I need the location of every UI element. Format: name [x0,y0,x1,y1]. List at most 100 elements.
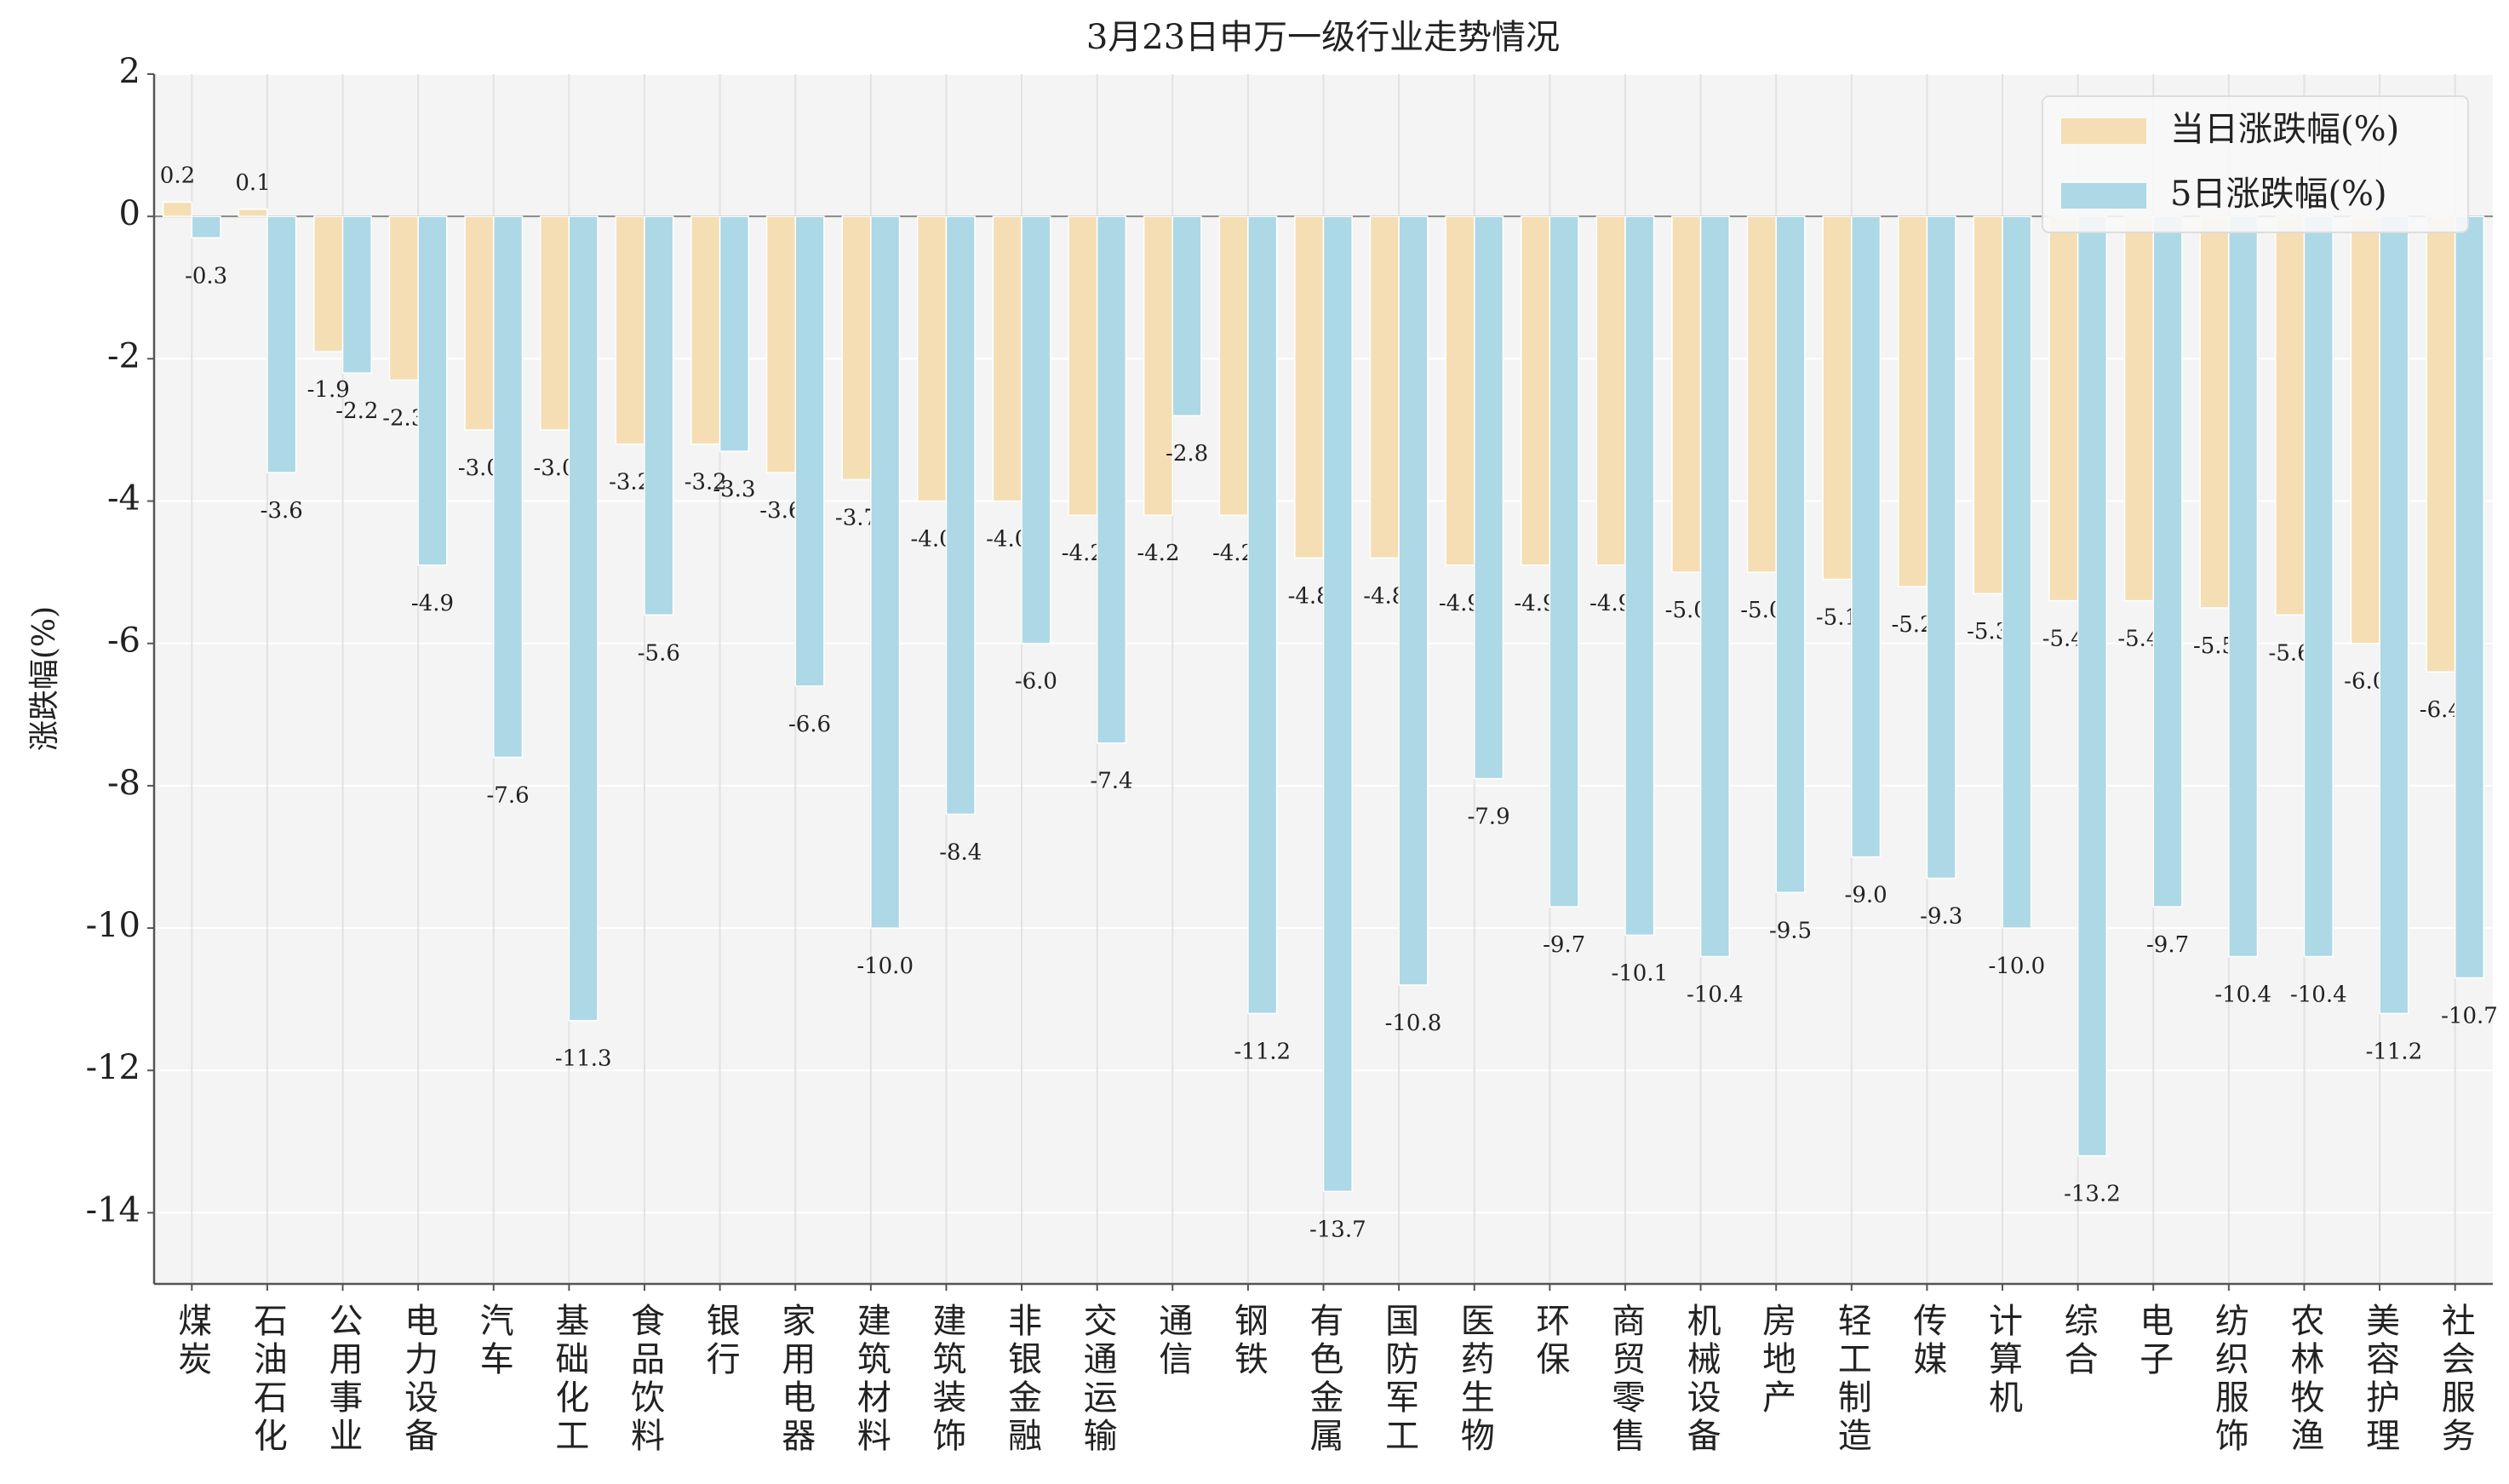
value-label: -10.7 [2441,1004,2498,1029]
x-tick-label: 计算机 [1983,1303,2022,1418]
x-tick-label: 非银金融 [1002,1303,1041,1456]
bar [2002,215,2032,929]
x-tick-label: 美容护理 [2360,1303,2399,1456]
value-label: -10.4 [2214,982,2271,1007]
legend-swatch [2061,183,2146,209]
value-label: -11.2 [2366,1039,2423,1064]
value-label: -10.0 [856,954,914,979]
y-tick-label: 2 [119,52,140,91]
y-tick-label: -8 [107,764,140,803]
bar [917,215,948,502]
bar [841,215,872,481]
legend-swatch [2061,118,2146,144]
y-tick-label: -6 [107,622,140,661]
bar [2350,215,2380,645]
bar [1520,215,1551,566]
bar [1143,215,1174,516]
x-tick-label: 轻工制造 [1832,1303,1871,1456]
bar [1549,215,1579,908]
value-label: -10.8 [1385,1011,1442,1036]
legend-box [2042,95,2469,233]
chart-title: 3月23日申万一级行业走势情况 [1086,18,1560,57]
bar [341,215,372,374]
bar [464,215,495,431]
x-tick-label: 食品饮料 [625,1303,665,1456]
bar [1021,215,1051,645]
value-label: -9.7 [2146,932,2189,958]
value-label: -13.7 [1309,1217,1366,1242]
value-label: -9.5 [1769,918,1812,943]
bar [2123,215,2154,602]
x-tick-label: 国防军工 [1379,1303,1418,1456]
value-label: -4.2 [1137,541,1179,566]
bar [1926,215,1956,880]
bar [945,215,976,816]
bar [1445,215,1475,566]
bar [1322,215,1353,1193]
y-tick-label: -10 [86,906,140,945]
bar [162,201,193,217]
value-label: -3.6 [261,498,303,524]
value-label: -2.2 [335,398,378,424]
x-tick-label: 交通运输 [1078,1303,1117,1456]
bar [1822,215,1853,581]
bar [539,215,570,431]
bar [1218,215,1249,516]
value-label: -13.2 [2064,1182,2121,1207]
x-tick-label: 房地产 [1756,1303,1796,1418]
bar [313,215,344,352]
value-label: -7.9 [1467,805,1509,830]
x-tick-label: 传媒 [1907,1303,1947,1379]
bar [2275,215,2306,616]
value-label: -6.6 [788,712,831,737]
bar [1595,215,1626,566]
x-tick-label: 通信 [1153,1303,1192,1379]
bar [644,215,674,616]
bar [1068,215,1098,516]
bar [1699,215,1730,958]
bar [765,215,796,473]
bar [794,215,825,687]
x-tick-label: 建筑装饰 [926,1303,965,1456]
bar [690,215,721,445]
bar [2228,215,2259,958]
value-label: -6.0 [1015,669,1057,695]
x-tick-label: 家用电器 [776,1303,815,1456]
value-label: -0.3 [185,263,227,289]
bar [2379,215,2409,1015]
bar [1671,215,1702,573]
bar [493,215,524,759]
y-tick-label: -12 [86,1048,140,1087]
x-tick-label: 石油石化 [248,1303,288,1456]
bar [1369,215,1400,559]
x-tick-label: 环保 [1530,1303,1570,1379]
x-tick-label: 社会服务 [2436,1303,2475,1456]
value-label: -3.3 [713,477,755,502]
x-tick-label: 电力设备 [398,1303,438,1456]
bar [417,215,448,566]
bar [2077,215,2108,1157]
y-axis-label: 涨跌幅(%) [27,606,62,751]
x-tick-label: 汽车 [474,1303,513,1379]
value-label: -9.7 [1543,932,1585,958]
value-label: -8.4 [939,839,982,865]
bar [1171,215,1202,416]
y-tick-label: -2 [107,336,140,375]
value-label: -11.3 [555,1046,612,1072]
bar [1897,215,1928,587]
bar [568,215,599,1022]
x-tick-label: 商贸零售 [1606,1303,1645,1456]
x-tick-label: 综合 [2059,1303,2098,1379]
value-label: -5.6 [638,640,680,666]
value-label: -10.0 [1989,954,2046,979]
x-tick-label: 机械设备 [1681,1303,1721,1456]
bar [266,215,297,473]
bar [1746,215,1777,573]
x-tick-label: 钢铁 [1229,1303,1268,1379]
bar [388,215,419,381]
x-tick-label: 建筑材料 [851,1303,891,1456]
x-tick-label: 有色金属 [1304,1303,1343,1456]
legend-label: 当日涨跌幅(%) [2170,110,2399,149]
x-tick-label: 基础化工 [549,1303,588,1456]
